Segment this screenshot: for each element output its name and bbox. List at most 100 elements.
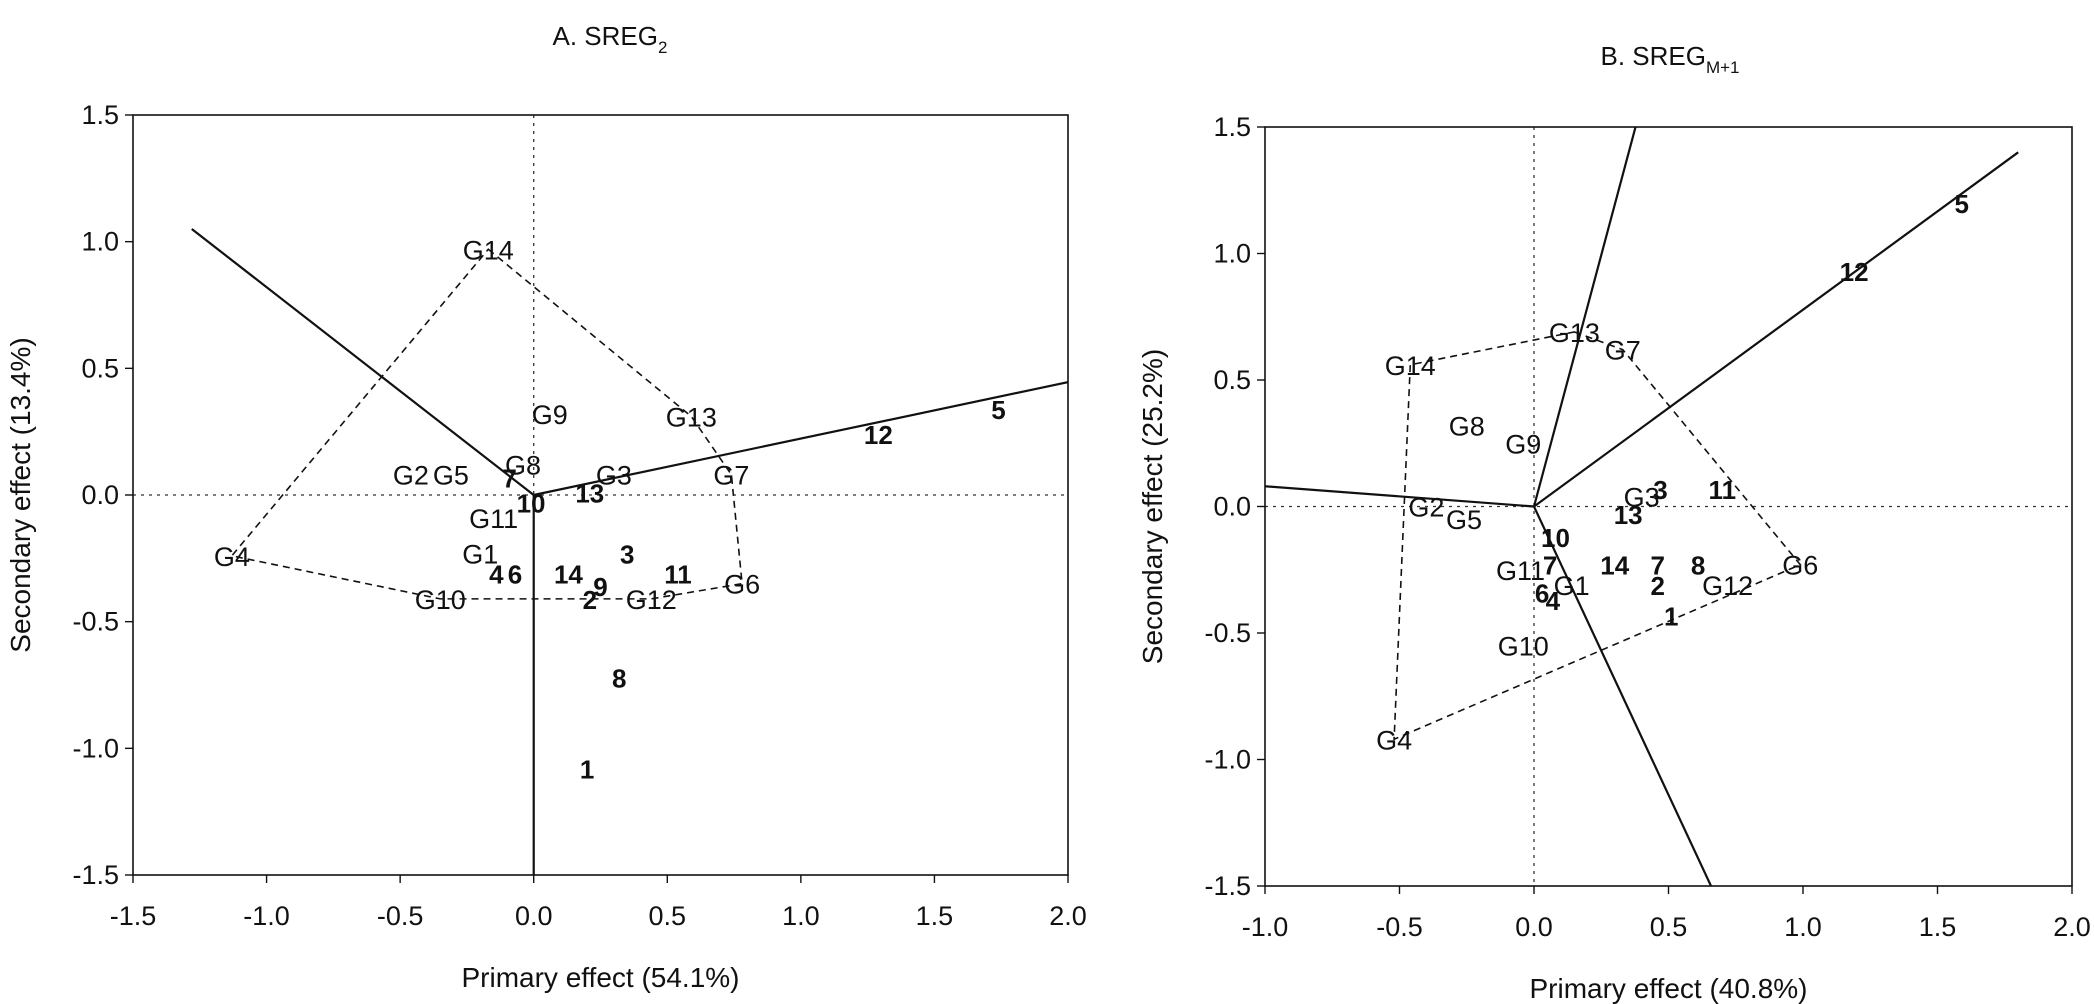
environment-point-5: 5 (1954, 189, 1968, 219)
x-axis-label: Primary effect (40.8%) (1529, 973, 1807, 1004)
y-tick-label: 0.5 (81, 353, 119, 383)
y-tick-label: -1.0 (1204, 745, 1251, 775)
genotype-point-g13: G13 (666, 402, 717, 432)
chart-title: B. SREGM+1 (1600, 41, 1739, 77)
x-tick-label: 1.0 (1784, 912, 1822, 942)
environment-point-7: 7 (1543, 551, 1557, 581)
environment-point-14: 14 (1600, 551, 1629, 581)
genotype-point-g5: G5 (1446, 505, 1482, 535)
environment-point-2: 2 (583, 585, 597, 615)
y-tick-label: -1.5 (72, 860, 119, 890)
genotype-point-g11: G11 (1496, 556, 1545, 586)
genotype-point-g7: G7 (713, 461, 749, 491)
genotype-point-g10: G10 (1498, 632, 1549, 662)
y-tick-label: 0.5 (1213, 365, 1251, 395)
x-tick-label: -0.5 (377, 901, 424, 931)
genotype-point-g8: G8 (505, 451, 541, 481)
y-axis-label: Secondary effect (25.2%) (1137, 349, 1168, 664)
sector-ray-1 (1533, 151, 2019, 508)
x-tick-label: 2.0 (2053, 912, 2091, 942)
y-tick-label: 1.0 (81, 227, 119, 257)
x-tick-label: 1.5 (916, 901, 954, 931)
environment-point-12: 12 (1840, 257, 1869, 287)
genotype-point-g7: G7 (1605, 336, 1641, 366)
environment-point-2: 2 (1651, 571, 1665, 601)
sector-ray-4 (1533, 506, 1713, 886)
sector-ray-2 (1532, 127, 1637, 507)
x-tick-label: 0.5 (1650, 912, 1688, 942)
y-tick-label: -0.5 (72, 607, 119, 637)
sector-ray-1 (191, 228, 535, 496)
y-tick-label: 1.0 (1213, 239, 1251, 269)
environment-point-8: 8 (1691, 551, 1705, 581)
environment-point-13: 13 (575, 478, 604, 508)
genotype-point-g2: G2 (393, 461, 429, 491)
chart-title: A. SREG2 (553, 21, 668, 57)
x-tick-label: -0.5 (1376, 912, 1423, 942)
environment-point-3: 3 (620, 539, 634, 569)
x-tick-label: 2.0 (1049, 901, 1087, 931)
environment-point-11: 11 (1709, 475, 1737, 505)
environment-point-11: 11 (664, 560, 692, 590)
environment-point-7: 7 (1651, 551, 1665, 581)
environment-point-10: 10 (1541, 523, 1570, 553)
environment-point-6: 6 (508, 560, 522, 590)
x-tick-label: -1.0 (1242, 912, 1289, 942)
genotype-point-g3: G3 (1624, 482, 1660, 512)
genotype-point-g14: G14 (463, 235, 514, 265)
environment-point-12: 12 (864, 420, 893, 450)
panel-a-sreg2: A. SREG2-1.5 -1.0 -0.5 0.0 0.5 1.0 1.5 2.01.51.… (5, 21, 1087, 993)
chart-title-subscript: 2 (658, 38, 667, 57)
genotype-point-g6: G6 (1782, 551, 1818, 581)
genotype-point-g8: G8 (1449, 412, 1485, 442)
environment-point-4: 4 (1546, 586, 1561, 616)
genotype-point-g13: G13 (1549, 318, 1600, 348)
environment-point-13: 13 (1614, 500, 1643, 530)
x-tick-label: 1.0 (782, 901, 820, 931)
panel-b-sregm1: B. SREGM+1 -1.0 -0.5 0.0 0.5 1.0 1.5 2.0 1.5 1.0 0… (1137, 41, 2091, 1004)
genotype-point-g3: G3 (596, 461, 632, 491)
genotype-point-g10: G10 (415, 585, 466, 615)
y-tick-label: 1.5 (1213, 112, 1251, 142)
y-tick-label: 0.0 (1213, 492, 1251, 522)
genotype-point-g9: G9 (1505, 429, 1541, 459)
x-tick-label: 0.5 (649, 901, 687, 931)
x-tick-label: 0.0 (515, 901, 553, 931)
environment-point-4: 4 (489, 560, 504, 590)
environment-point-7: 7 (502, 463, 516, 493)
genotype-point-g9: G9 (532, 400, 568, 430)
environment-point-6: 6 (1535, 579, 1549, 609)
genotype-point-g1: G1 (1554, 571, 1590, 601)
environment-point-1: 1 (1664, 601, 1678, 631)
genotype-point-g6: G6 (724, 570, 760, 600)
y-tick-label: -1.5 (1204, 871, 1251, 901)
sector-ray-3 (1265, 485, 1535, 508)
convex-hull-polygon (1393, 331, 1802, 741)
y-tick-label: 0.0 (81, 480, 119, 510)
environment-point-3: 3 (1653, 475, 1667, 505)
x-tick-label: -1.0 (243, 901, 290, 931)
environment-point-9: 9 (593, 572, 607, 602)
sector-ray-2 (533, 381, 1068, 497)
chart-title-main: B. SREG (1600, 41, 1705, 71)
x-tick-label: 0.0 (1515, 912, 1553, 942)
y-tick-label: -0.5 (1204, 618, 1251, 648)
genotype-point-g2: G2 (1408, 493, 1444, 523)
genotype-point-g5: G5 (433, 461, 469, 491)
genotype-point-g12: G12 (626, 585, 677, 615)
genotype-point-g4: G4 (1376, 725, 1412, 755)
chart-title-main: A. SREG (553, 21, 658, 51)
genotype-point-g11: G11 (469, 504, 518, 534)
environment-point-10: 10 (517, 489, 546, 519)
chart-title-subscript: M+1 (1706, 58, 1740, 77)
x-axis-label: Primary effect (54.1%) (461, 962, 739, 993)
environment-point-1: 1 (580, 755, 594, 785)
y-tick-label: -1.0 (72, 733, 119, 763)
genotype-point-g12: G12 (1702, 571, 1753, 601)
genotype-point-g4: G4 (214, 542, 250, 572)
genotype-point-g1: G1 (462, 539, 498, 569)
x-tick-label: 1.5 (1919, 912, 1957, 942)
genotype-point-g14: G14 (1385, 351, 1436, 381)
y-tick-label: 1.5 (81, 100, 119, 130)
